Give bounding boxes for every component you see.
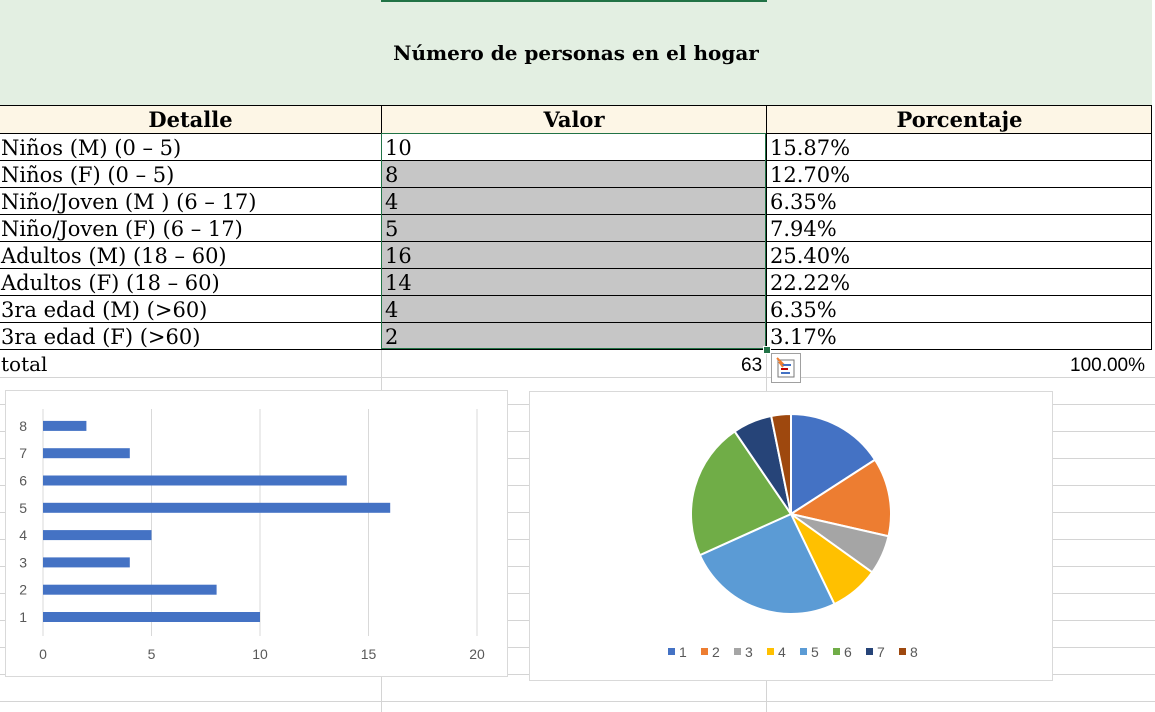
total-label[interactable]: total	[1, 352, 48, 376]
pie-legend-swatch	[833, 648, 840, 655]
cell-detalle[interactable]: 3ra edad (F) (>60)	[1, 325, 201, 349]
bar-y-tick: 6	[19, 473, 27, 489]
bar-y-tick: 2	[19, 582, 27, 598]
value-fill	[382, 161, 766, 187]
bar-mark[interactable]	[43, 420, 87, 431]
header-valor[interactable]: Valor	[382, 106, 766, 134]
cell-porcentaje[interactable]: 12.70%	[770, 163, 851, 187]
cell-valor[interactable]: 14	[385, 271, 412, 295]
quick-analysis-icon	[776, 357, 795, 378]
bar-x-tick: 5	[148, 646, 156, 662]
bar-mark[interactable]	[43, 502, 391, 513]
pie-slice[interactable]	[788, 458, 892, 538]
cell-detalle[interactable]: 3ra edad (M) (>60)	[1, 298, 208, 322]
bar-mark[interactable]	[43, 530, 152, 541]
pie-legend-label: 3	[745, 644, 753, 660]
bar-y-tick: 7	[19, 445, 27, 461]
cell-valor[interactable]: 8	[385, 163, 399, 187]
bar-mark[interactable]	[43, 612, 260, 622]
cell-valor[interactable]: 10	[385, 136, 412, 160]
bar-x-tick: 15	[361, 646, 377, 662]
bar-mark[interactable]	[43, 475, 347, 486]
selection-range[interactable]	[381, 133, 766, 349]
header-porcentaje[interactable]: Porcentaje	[767, 106, 1152, 134]
cell-valor[interactable]: 2	[385, 325, 399, 349]
pie-legend-swatch	[734, 648, 741, 655]
total-percent[interactable]: 100.00%	[1070, 355, 1146, 376]
cell-detalle[interactable]: Niños (M) (0 – 5)	[1, 136, 182, 160]
bar-x-tick: 20	[469, 646, 485, 662]
cell-porcentaje[interactable]: 22.22%	[770, 271, 851, 295]
bar-y-tick: 3	[19, 554, 27, 570]
cell-valor[interactable]: 5	[385, 217, 399, 241]
pie-legend-swatch	[800, 648, 807, 655]
header-detalle[interactable]: Detalle	[0, 106, 381, 134]
bar-y-tick: 8	[19, 418, 27, 434]
cell-porcentaje[interactable]: 3.17%	[770, 325, 837, 349]
cell-porcentaje[interactable]: 25.40%	[770, 244, 851, 268]
pie-legend-swatch	[866, 648, 873, 655]
pie-legend-swatch	[899, 648, 906, 655]
cell-porcentaje[interactable]: 6.35%	[770, 190, 837, 214]
value-fill	[382, 296, 766, 322]
bar-chart[interactable]: 0 5 10 15 20 1 2 3 4 5 6 7 8	[5, 390, 508, 677]
cell-porcentaje[interactable]: 7.94%	[770, 217, 837, 241]
bar-mark[interactable]	[43, 557, 130, 568]
value-fill	[382, 215, 766, 241]
cell-detalle[interactable]: Niño/Joven (F) (6 – 17)	[1, 217, 243, 241]
value-fill	[382, 242, 766, 268]
pie-legend-swatch	[701, 648, 708, 655]
value-fill	[382, 323, 766, 349]
bar-y-tick: 4	[19, 527, 27, 543]
quick-analysis-button[interactable]	[771, 353, 801, 383]
pie-legend-label: 4	[778, 644, 786, 660]
pie-legend-label: 7	[877, 644, 885, 660]
cell-detalle[interactable]: Adultos (M) (18 – 60)	[1, 244, 227, 268]
bar-y-tick: 5	[19, 500, 27, 516]
pie-legend-label: 2	[712, 644, 720, 660]
cell-detalle[interactable]: Niño/Joven (M ) (6 – 17)	[1, 190, 257, 214]
total-value[interactable]: 63	[741, 355, 763, 376]
selection-indicator	[381, 0, 767, 2]
pie-chart-svg: 1 2 3 4 5 6 7 8	[668, 412, 918, 660]
pie-legend-swatch	[668, 648, 675, 655]
cell-detalle[interactable]: Niños (F) (0 – 5)	[1, 163, 175, 187]
table-title: Número de personas en el hogar	[393, 41, 759, 65]
cell-valor[interactable]: 16	[385, 244, 412, 268]
pie-legend-label: 6	[844, 644, 852, 660]
pie-slice[interactable]	[690, 429, 793, 557]
pie-legend-label: 8	[910, 644, 918, 660]
cell-valor[interactable]: 4	[385, 298, 399, 322]
bar-x-tick: 0	[39, 646, 47, 662]
cell-porcentaje[interactable]: 6.35%	[770, 298, 837, 322]
bar-mark[interactable]	[43, 584, 217, 595]
fill-handle[interactable]	[763, 346, 771, 354]
value-fill	[382, 269, 766, 295]
bar-chart-svg: 0 5 10 15 20 1 2 3 4 5 6 7 8	[19, 409, 485, 662]
bar-x-tick: 10	[252, 646, 268, 662]
cell-detalle[interactable]: Adultos (F) (18 – 60)	[1, 271, 220, 295]
bar-y-tick: 1	[19, 609, 27, 625]
pie-chart[interactable]: 1 2 3 4 5 6 7 8	[529, 391, 1053, 681]
pie-legend-label: 1	[679, 644, 687, 660]
pie-slice[interactable]	[698, 512, 836, 615]
value-fill	[382, 188, 766, 214]
pie-legend-swatch	[767, 648, 774, 655]
pie-slice[interactable]	[770, 412, 792, 515]
bar-mark[interactable]	[43, 448, 130, 459]
pie-slice[interactable]	[790, 412, 877, 516]
cell-porcentaje[interactable]: 15.87%	[770, 136, 851, 160]
cell-valor[interactable]: 4	[385, 190, 399, 214]
pie-legend-label: 5	[811, 644, 819, 660]
